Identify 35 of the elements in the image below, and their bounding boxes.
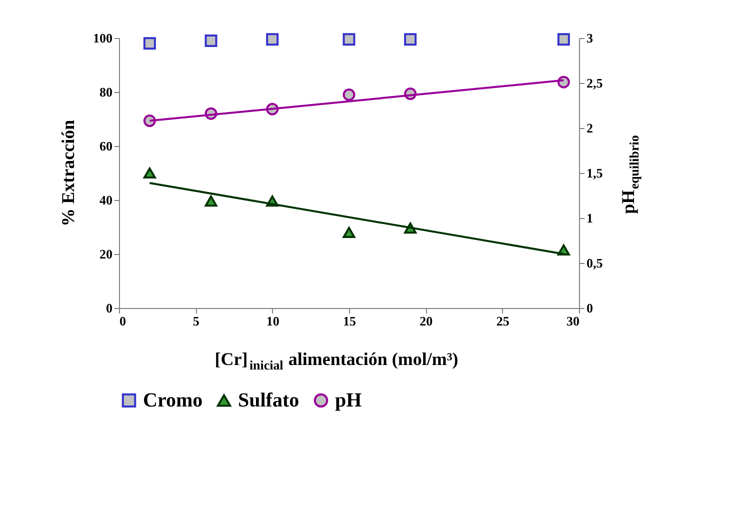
y2-tick-label: 2 [586, 120, 593, 136]
point [204, 196, 218, 207]
point [342, 33, 356, 46]
x-tick-label: 0 [120, 314, 126, 328]
x-tick-label: 30 [566, 314, 580, 328]
x-tick-label: 20 [420, 314, 433, 328]
y-tick-label: 20 [100, 246, 112, 262]
point [143, 37, 156, 50]
x-tick-label: 10 [266, 314, 280, 328]
point [143, 167, 156, 179]
legend-label: pH [335, 389, 362, 412]
y2-tick-label: 0 [586, 300, 593, 316]
x-tick-label: 15 [343, 314, 356, 328]
y-tick-label: 40 [100, 192, 112, 208]
y-tick-label: 100 [93, 30, 112, 46]
point [342, 226, 356, 238]
x-tick-label: 5 [192, 314, 200, 328]
y-tick-label: 60 [100, 138, 112, 154]
legend-label: Sulfato [238, 390, 300, 412]
point [404, 33, 417, 46]
x-tick-label: 25 [496, 314, 510, 328]
y2-tick-label: 2,5 [586, 76, 604, 90]
legend-label: Cromo [143, 389, 203, 412]
y2-tick-label: 1,5 [586, 166, 604, 180]
y-tick-label: 80 [100, 84, 112, 100]
y2-axis-title: pHequilibrio [618, 135, 642, 214]
y2-tick-label: 3 [586, 30, 594, 46]
y-tick-label: 0 [106, 300, 112, 316]
y2-tick-label: 0,5 [586, 256, 604, 270]
y-axis-title: % Extracción [58, 120, 78, 226]
y2-tick-label: 1 [586, 210, 593, 226]
point [266, 33, 279, 46]
point [557, 33, 570, 46]
point [342, 88, 356, 101]
point [204, 34, 218, 47]
